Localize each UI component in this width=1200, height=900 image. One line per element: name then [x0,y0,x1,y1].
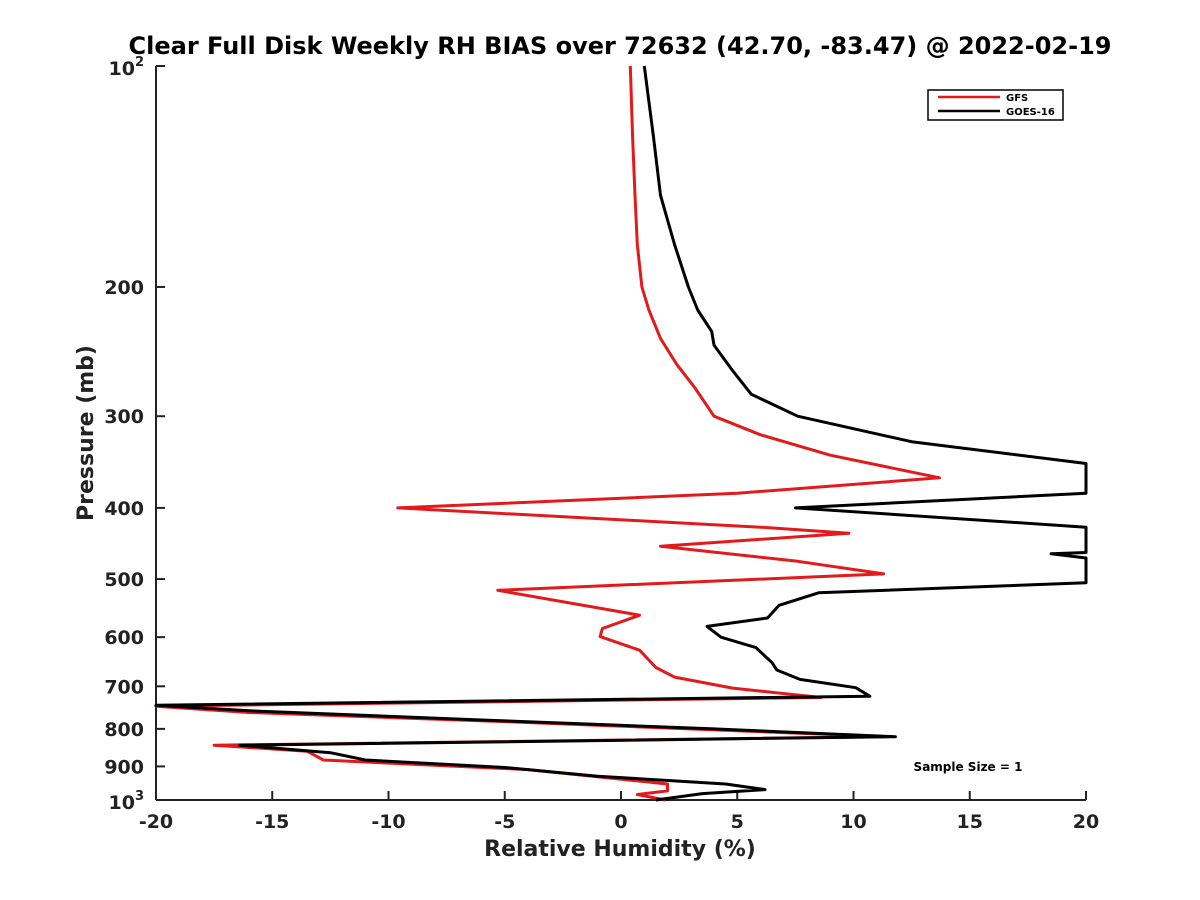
y-tick-label: 400 [104,498,144,520]
y-tick-label: 500 [104,569,144,591]
x-axis-label: Relative Humidity (%) [484,837,756,862]
x-tick-label: -5 [494,811,515,833]
y-tick-base: 10 [109,58,135,80]
legend-label-goes16: GOES-16 [1006,107,1055,118]
y-tick-label: 300 [104,406,144,428]
y-tick-base: 10 [109,792,135,814]
y-tick-label: 102 [109,55,145,80]
x-tick-label: 20 [1073,811,1099,833]
y-tick-label: 700 [104,676,144,698]
y-tick-label: 200 [104,277,144,299]
x-tick-label: 5 [731,811,744,833]
legend-box [927,89,1064,121]
x-tick-label: -20 [139,811,173,833]
x-tick-label: -15 [255,811,289,833]
x-tick-label: 10 [840,811,866,833]
series-line-goes-16 [154,65,1088,802]
y-axis-label: Pressure (mb) [74,345,99,521]
legend-label-gfs: GFS [1006,93,1028,104]
x-tick-label: 15 [957,811,983,833]
plot-area: -20 -15 -10 -5 0 5 10 15 20102200300400500600700… [104,55,1099,833]
series-line-gfs [154,65,941,802]
y-tick-label: 103 [109,789,145,814]
y-tick-label: 800 [104,719,144,741]
chart-title: Clear Full Disk Weekly RH BIAS over 7263… [129,32,1112,60]
y-tick-label: 600 [104,627,144,649]
sample-size-annotation: Sample Size = 1 [914,760,1023,774]
legend: GFS GOES-16 [927,89,1064,121]
y-tick-exponent: 3 [135,789,144,804]
y-tick-exponent: 2 [135,55,144,70]
x-tick-label: -10 [371,811,405,833]
x-tick-label: 0 [614,811,627,833]
y-tick-label: 900 [104,756,144,778]
